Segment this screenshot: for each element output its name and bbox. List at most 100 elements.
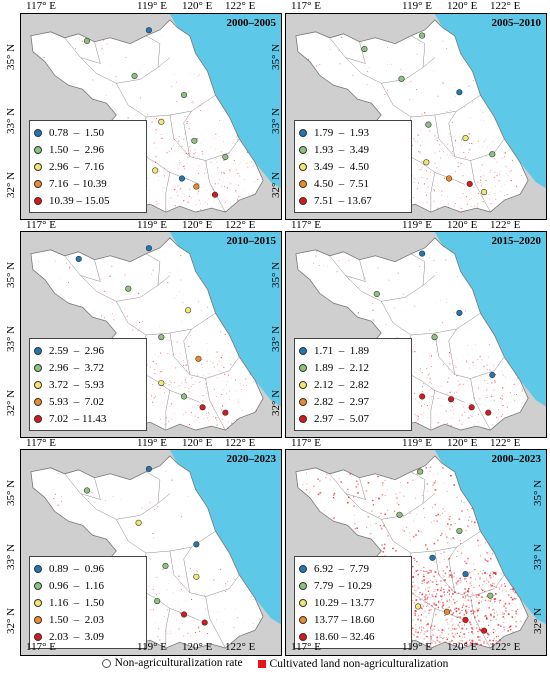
rate-point (431, 334, 438, 341)
cultivated-speck (489, 574, 491, 577)
cultivated-speck (126, 315, 128, 317)
cultivated-speck (177, 386, 179, 387)
cultivated-speck (190, 411, 192, 413)
cultivated-speck (188, 362, 190, 363)
cultivated-speck (487, 369, 489, 370)
cultivated-speck (444, 594, 445, 596)
cultivated-speck (419, 169, 421, 171)
rate-point (211, 191, 219, 198)
cultivated-speck (443, 482, 445, 484)
cultivated-speck (392, 547, 395, 550)
cultivated-speck (417, 573, 419, 575)
cultivated-speck (419, 43, 420, 44)
cultivated-speck (484, 580, 486, 582)
cultivated-speck (225, 384, 227, 386)
cultivated-speck (420, 531, 422, 533)
cultivated-speck (67, 256, 69, 257)
cultivated-speck (192, 100, 194, 102)
cultivated-speck (483, 569, 484, 571)
cultivated-speck (464, 560, 466, 563)
cultivated-speck (497, 628, 499, 630)
cultivated-speck (424, 516, 425, 518)
legend-label: 2.59 – 2.96 (49, 344, 104, 357)
cultivated-speck (457, 380, 459, 382)
cultivated-speck (178, 353, 180, 355)
cultivated-speck (413, 601, 416, 604)
cultivated-speck (53, 498, 55, 499)
cultivated-speck (426, 548, 429, 550)
city-boundary (183, 546, 192, 593)
cultivated-speck (421, 604, 423, 605)
cultivated-speck (458, 635, 461, 638)
cultivated-speck (462, 175, 464, 177)
cultivated-speck (450, 474, 452, 477)
cultivated-speck (462, 640, 464, 642)
cultivated-speck (237, 136, 239, 138)
y-tick-label: 35° N (270, 43, 282, 70)
cultivated-speck (439, 514, 441, 516)
cultivated-speck (203, 595, 206, 597)
cultivated-speck (348, 259, 350, 261)
cultivated-speck (452, 121, 454, 123)
cultivated-speck (432, 484, 434, 486)
cultivated-speck (169, 406, 171, 407)
cultivated-speck (469, 148, 471, 150)
cultivated-speck (417, 577, 419, 579)
cultivated-speck (104, 317, 105, 319)
cultivated-speck (448, 352, 450, 354)
cultivated-speck (417, 588, 419, 590)
cultivated-speck (173, 144, 174, 146)
cultivated-speck (224, 373, 226, 375)
rate-point (180, 611, 188, 618)
cultivated-speck (512, 588, 514, 591)
cultivated-speck (194, 153, 196, 155)
cultivated-speck (444, 505, 446, 507)
cultivated-speck (443, 151, 444, 153)
cultivated-speck (460, 542, 462, 544)
cultivated-speck (442, 570, 445, 572)
cultivated-speck (189, 189, 191, 190)
cultivated-speck (421, 177, 423, 179)
cultivated-speck (505, 166, 507, 168)
cultivated-speck (188, 364, 189, 365)
cultivated-speck (501, 395, 503, 397)
cultivated-speck (447, 623, 449, 625)
cultivated-speck (487, 356, 489, 358)
cultivated-speck (391, 547, 394, 549)
cultivated-speck (488, 624, 489, 626)
rate-point (158, 334, 165, 341)
cultivated-speck (189, 196, 190, 197)
cultivated-speck (494, 192, 496, 194)
cultivated-speck (423, 412, 425, 414)
cultivated-speck (426, 641, 428, 643)
city-boundary (145, 253, 161, 286)
cultivated-speck (212, 189, 214, 191)
cultivated-speck (457, 624, 460, 626)
cultivated-speck (207, 318, 208, 320)
cultivated-speck (426, 194, 427, 196)
cultivated-speck (446, 619, 448, 621)
cultivated-speck (225, 197, 227, 198)
cultivated-speck (432, 640, 433, 642)
cultivated-speck (428, 612, 430, 614)
cultivated-speck (185, 377, 187, 379)
cultivated-speck (484, 615, 485, 617)
legend-swatch (34, 564, 42, 573)
cultivated-speck (471, 594, 473, 596)
cultivated-speck (444, 572, 447, 575)
cultivated-speck (190, 635, 191, 637)
cultivated-speck (138, 328, 140, 330)
x-tick-label: 122° E (225, 0, 256, 12)
cultivated-speck (512, 598, 514, 601)
cultivated-speck (441, 190, 443, 192)
cultivated-speck (444, 579, 446, 581)
cultivated-speck (183, 360, 184, 361)
cultivated-speck (483, 642, 485, 644)
cultivated-speck (490, 558, 492, 560)
cultivated-speck (476, 624, 478, 625)
cultivated-speck (474, 205, 476, 207)
cultivated-speck (206, 360, 208, 362)
cultivated-label: Cultivated land non-agriculturalization (269, 657, 449, 670)
cultivated-speck (152, 401, 154, 403)
cultivated-speck (338, 49, 340, 51)
